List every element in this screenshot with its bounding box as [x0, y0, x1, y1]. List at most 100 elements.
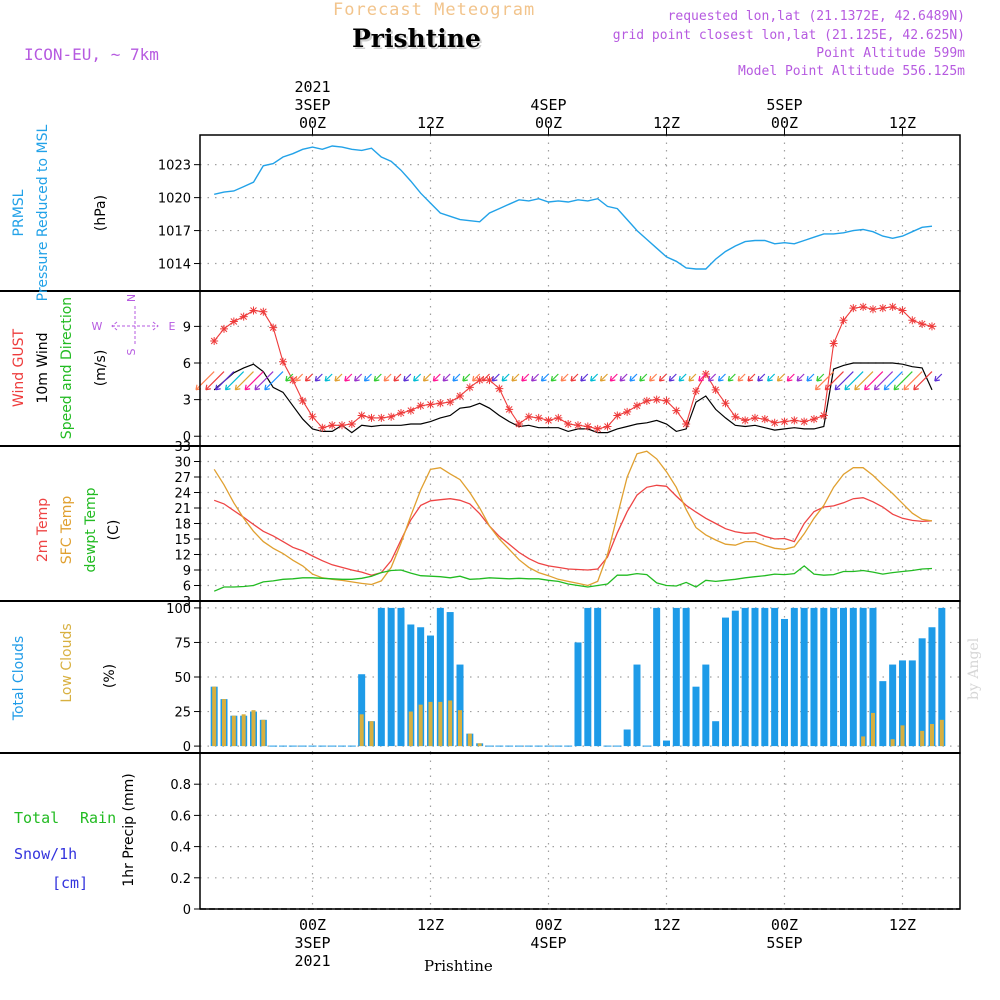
- gust-marker: [760, 415, 769, 424]
- temp-dewpoint-line: [213, 565, 933, 592]
- wind-direction-arrow: [934, 373, 943, 382]
- gust-marker: [534, 413, 543, 422]
- requested-coordinates: requested lon,lat (21.1372E, 42.6489N): [667, 9, 965, 24]
- station-title: Prishtine: [352, 24, 481, 53]
- wind-direction-arrow: [393, 373, 402, 382]
- total-cloud-bar: [358, 674, 366, 747]
- total-cloud-bar: [653, 607, 661, 747]
- low-cloud-bar: [890, 739, 895, 747]
- low-cloud-bar: [231, 715, 236, 747]
- wind-unit: (m/s): [93, 350, 109, 387]
- ytick-label-temperature-4: 15: [174, 533, 191, 548]
- wind-direction-arrow: [285, 373, 294, 382]
- top-date-label-0: 3SEP: [294, 96, 330, 114]
- total-cloud-bar: [908, 660, 916, 747]
- gust-marker: [495, 384, 504, 393]
- clouds-unit: (%): [102, 664, 118, 688]
- wind-direction-arrow: [854, 371, 874, 391]
- wind-direction-arrow: [314, 373, 323, 382]
- gust-marker: [868, 305, 877, 314]
- precip-unit: 1hr Precip (mm): [121, 773, 137, 886]
- wind-direction-arrow: [491, 373, 500, 382]
- low-cloud-bar: [920, 730, 925, 747]
- total-clouds-label: Total Clouds: [11, 636, 27, 721]
- ytick-label-clouds-0: 0: [183, 740, 191, 755]
- total-cloud-bar: [938, 607, 946, 747]
- wind-direction-arrow: [824, 371, 844, 391]
- total-cloud-bar: [456, 664, 464, 747]
- gust-marker: [505, 405, 514, 414]
- wind-direction-arrow: [383, 373, 392, 382]
- total-cloud-bar: [839, 607, 847, 747]
- ytick-label-clouds-4: 100: [166, 602, 191, 617]
- low-cloud-bar: [369, 721, 374, 747]
- total-cloud-bar: [594, 607, 602, 747]
- ytick-label-temperature-3: 12: [174, 549, 191, 564]
- low-cloud-bar: [222, 699, 227, 747]
- total-cloud-bar: [849, 607, 857, 747]
- compass-east: E: [169, 320, 176, 333]
- total-cloud-bar: [574, 642, 582, 747]
- gust-marker: [691, 387, 700, 396]
- total-cloud-bar: [800, 607, 808, 747]
- low-cloud-bar: [939, 719, 944, 747]
- total-cloud-bar: [721, 617, 729, 747]
- wind-direction-arrow: [864, 371, 884, 391]
- total-cloud-bar: [820, 607, 828, 747]
- total-cloud-bar: [780, 618, 788, 747]
- wind-direction-arrow: [570, 373, 579, 382]
- pressure-line: [214, 145, 933, 270]
- wind-direction-arrow: [893, 371, 913, 391]
- gust-marker: [259, 307, 268, 316]
- snow-unit: [cm]: [52, 874, 88, 892]
- wind-direction-arrow: [481, 373, 490, 382]
- wind-direction-arrow: [422, 373, 431, 382]
- gust-marker: [210, 337, 219, 346]
- ytick-label-precip-0: 0: [183, 903, 191, 918]
- gust-marker: [269, 323, 278, 332]
- gust-marker: [898, 306, 907, 315]
- wind-direction-arrow: [688, 373, 697, 382]
- gust-marker: [308, 412, 317, 421]
- wind-direction-arrow: [344, 373, 353, 382]
- wind-direction-arrow: [501, 373, 510, 382]
- total-cloud-bar: [810, 607, 818, 747]
- wind-direction-arrow: [373, 373, 382, 382]
- total-cloud-bar: [397, 607, 405, 747]
- total-cloud-bar: [692, 686, 700, 747]
- total-cloud-bar: [672, 607, 680, 747]
- gust-marker: [396, 409, 405, 418]
- ytick-label-precip-4: 0.8: [170, 778, 191, 793]
- bottom-time-label-1: 12Z: [417, 916, 444, 934]
- ytick-label-temperature-8: 27: [174, 471, 191, 486]
- low-cloud-bar: [929, 723, 934, 747]
- gust-marker: [800, 417, 809, 426]
- low-cloud-bar: [900, 725, 905, 747]
- top-time-label-4: 00Z: [771, 114, 798, 132]
- total-cloud-bar: [859, 607, 867, 747]
- wind-direction-arrow: [658, 373, 667, 382]
- low-cloud-bar: [418, 704, 423, 747]
- wind-10m-label: 10m Wind: [35, 332, 51, 403]
- wind-direction-arrow: [363, 373, 372, 382]
- compass-north: N: [125, 294, 138, 302]
- gust-marker: [731, 412, 740, 421]
- total-cloud-bar: [407, 624, 415, 747]
- low-cloud-bar: [861, 736, 866, 747]
- wind-direction-arrow: [354, 373, 363, 382]
- total-cloud-bar: [918, 638, 926, 747]
- bottom-time-label-5: 12Z: [889, 916, 916, 934]
- bottom-time-label-0: 00Z: [299, 916, 326, 934]
- wind-direction-arrow: [590, 373, 599, 382]
- gust-marker: [465, 383, 474, 392]
- low-cloud-bar: [261, 719, 266, 747]
- wind-direction-arrow: [599, 373, 608, 382]
- wind-direction-arrow: [757, 373, 766, 382]
- gust-marker: [524, 412, 533, 421]
- gust-marker: [446, 398, 455, 407]
- ytick-label-temperature-10: 33: [174, 440, 191, 455]
- low-cloud-bar: [359, 714, 364, 747]
- total-cloud-bar: [387, 607, 395, 747]
- bottom-time-label-4: 00Z: [771, 916, 798, 934]
- total-cloud-bar: [702, 664, 710, 747]
